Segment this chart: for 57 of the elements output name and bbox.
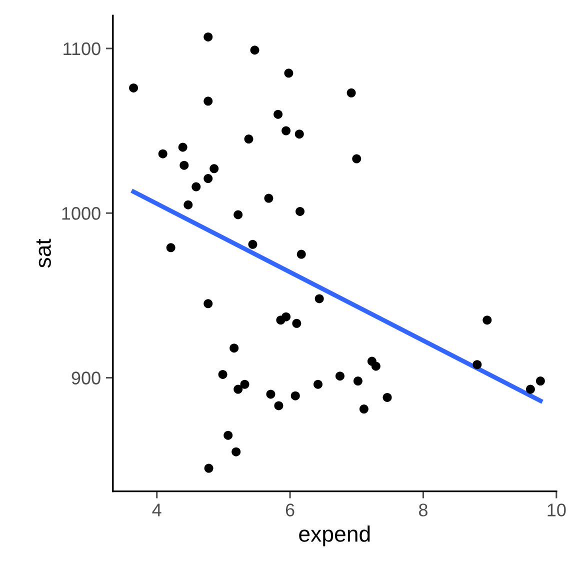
point (290, 391, 300, 400)
point (232, 447, 241, 456)
point (166, 243, 176, 252)
x-tick-label: 10 (548, 504, 566, 516)
y-tick-label: 900 (72, 372, 100, 384)
point (359, 404, 368, 414)
point (282, 126, 291, 136)
point (178, 142, 188, 152)
point (526, 384, 535, 394)
point (218, 370, 228, 379)
point (536, 376, 545, 386)
point (274, 110, 283, 119)
point (248, 240, 258, 249)
point (353, 376, 362, 386)
point (472, 360, 482, 370)
point (180, 160, 189, 170)
point (129, 83, 138, 92)
point (250, 46, 260, 55)
point (240, 380, 250, 389)
point (184, 200, 193, 210)
point (264, 194, 274, 203)
point (192, 182, 201, 192)
point (296, 206, 305, 216)
point (244, 134, 254, 144)
point (204, 464, 214, 473)
point (204, 32, 213, 42)
point (335, 372, 344, 381)
point (292, 318, 302, 328)
point (382, 392, 392, 402)
point (314, 380, 323, 389)
point (224, 430, 233, 440)
point (296, 250, 306, 259)
point (371, 362, 380, 371)
point (234, 384, 243, 394)
y-axis-title: sat (36, 238, 51, 268)
point (204, 96, 213, 106)
point (266, 390, 276, 399)
point (294, 130, 304, 139)
point (158, 149, 168, 158)
point (314, 294, 324, 304)
point (210, 164, 219, 174)
point (282, 312, 291, 322)
point (284, 68, 294, 78)
x-tick-label: 6 (286, 504, 294, 516)
point (204, 299, 213, 308)
point (346, 88, 356, 98)
y-tick-label: 1100 (64, 42, 100, 56)
x-tick-label: 4 (152, 504, 162, 516)
x-tick-label: 8 (418, 504, 428, 516)
point (274, 401, 284, 410)
point (234, 210, 243, 220)
point (352, 154, 362, 164)
x-axis-title: expend (299, 526, 370, 546)
y-tick-label: 1000 (62, 207, 100, 220)
point (482, 316, 492, 325)
point (230, 344, 239, 353)
point (204, 174, 213, 184)
